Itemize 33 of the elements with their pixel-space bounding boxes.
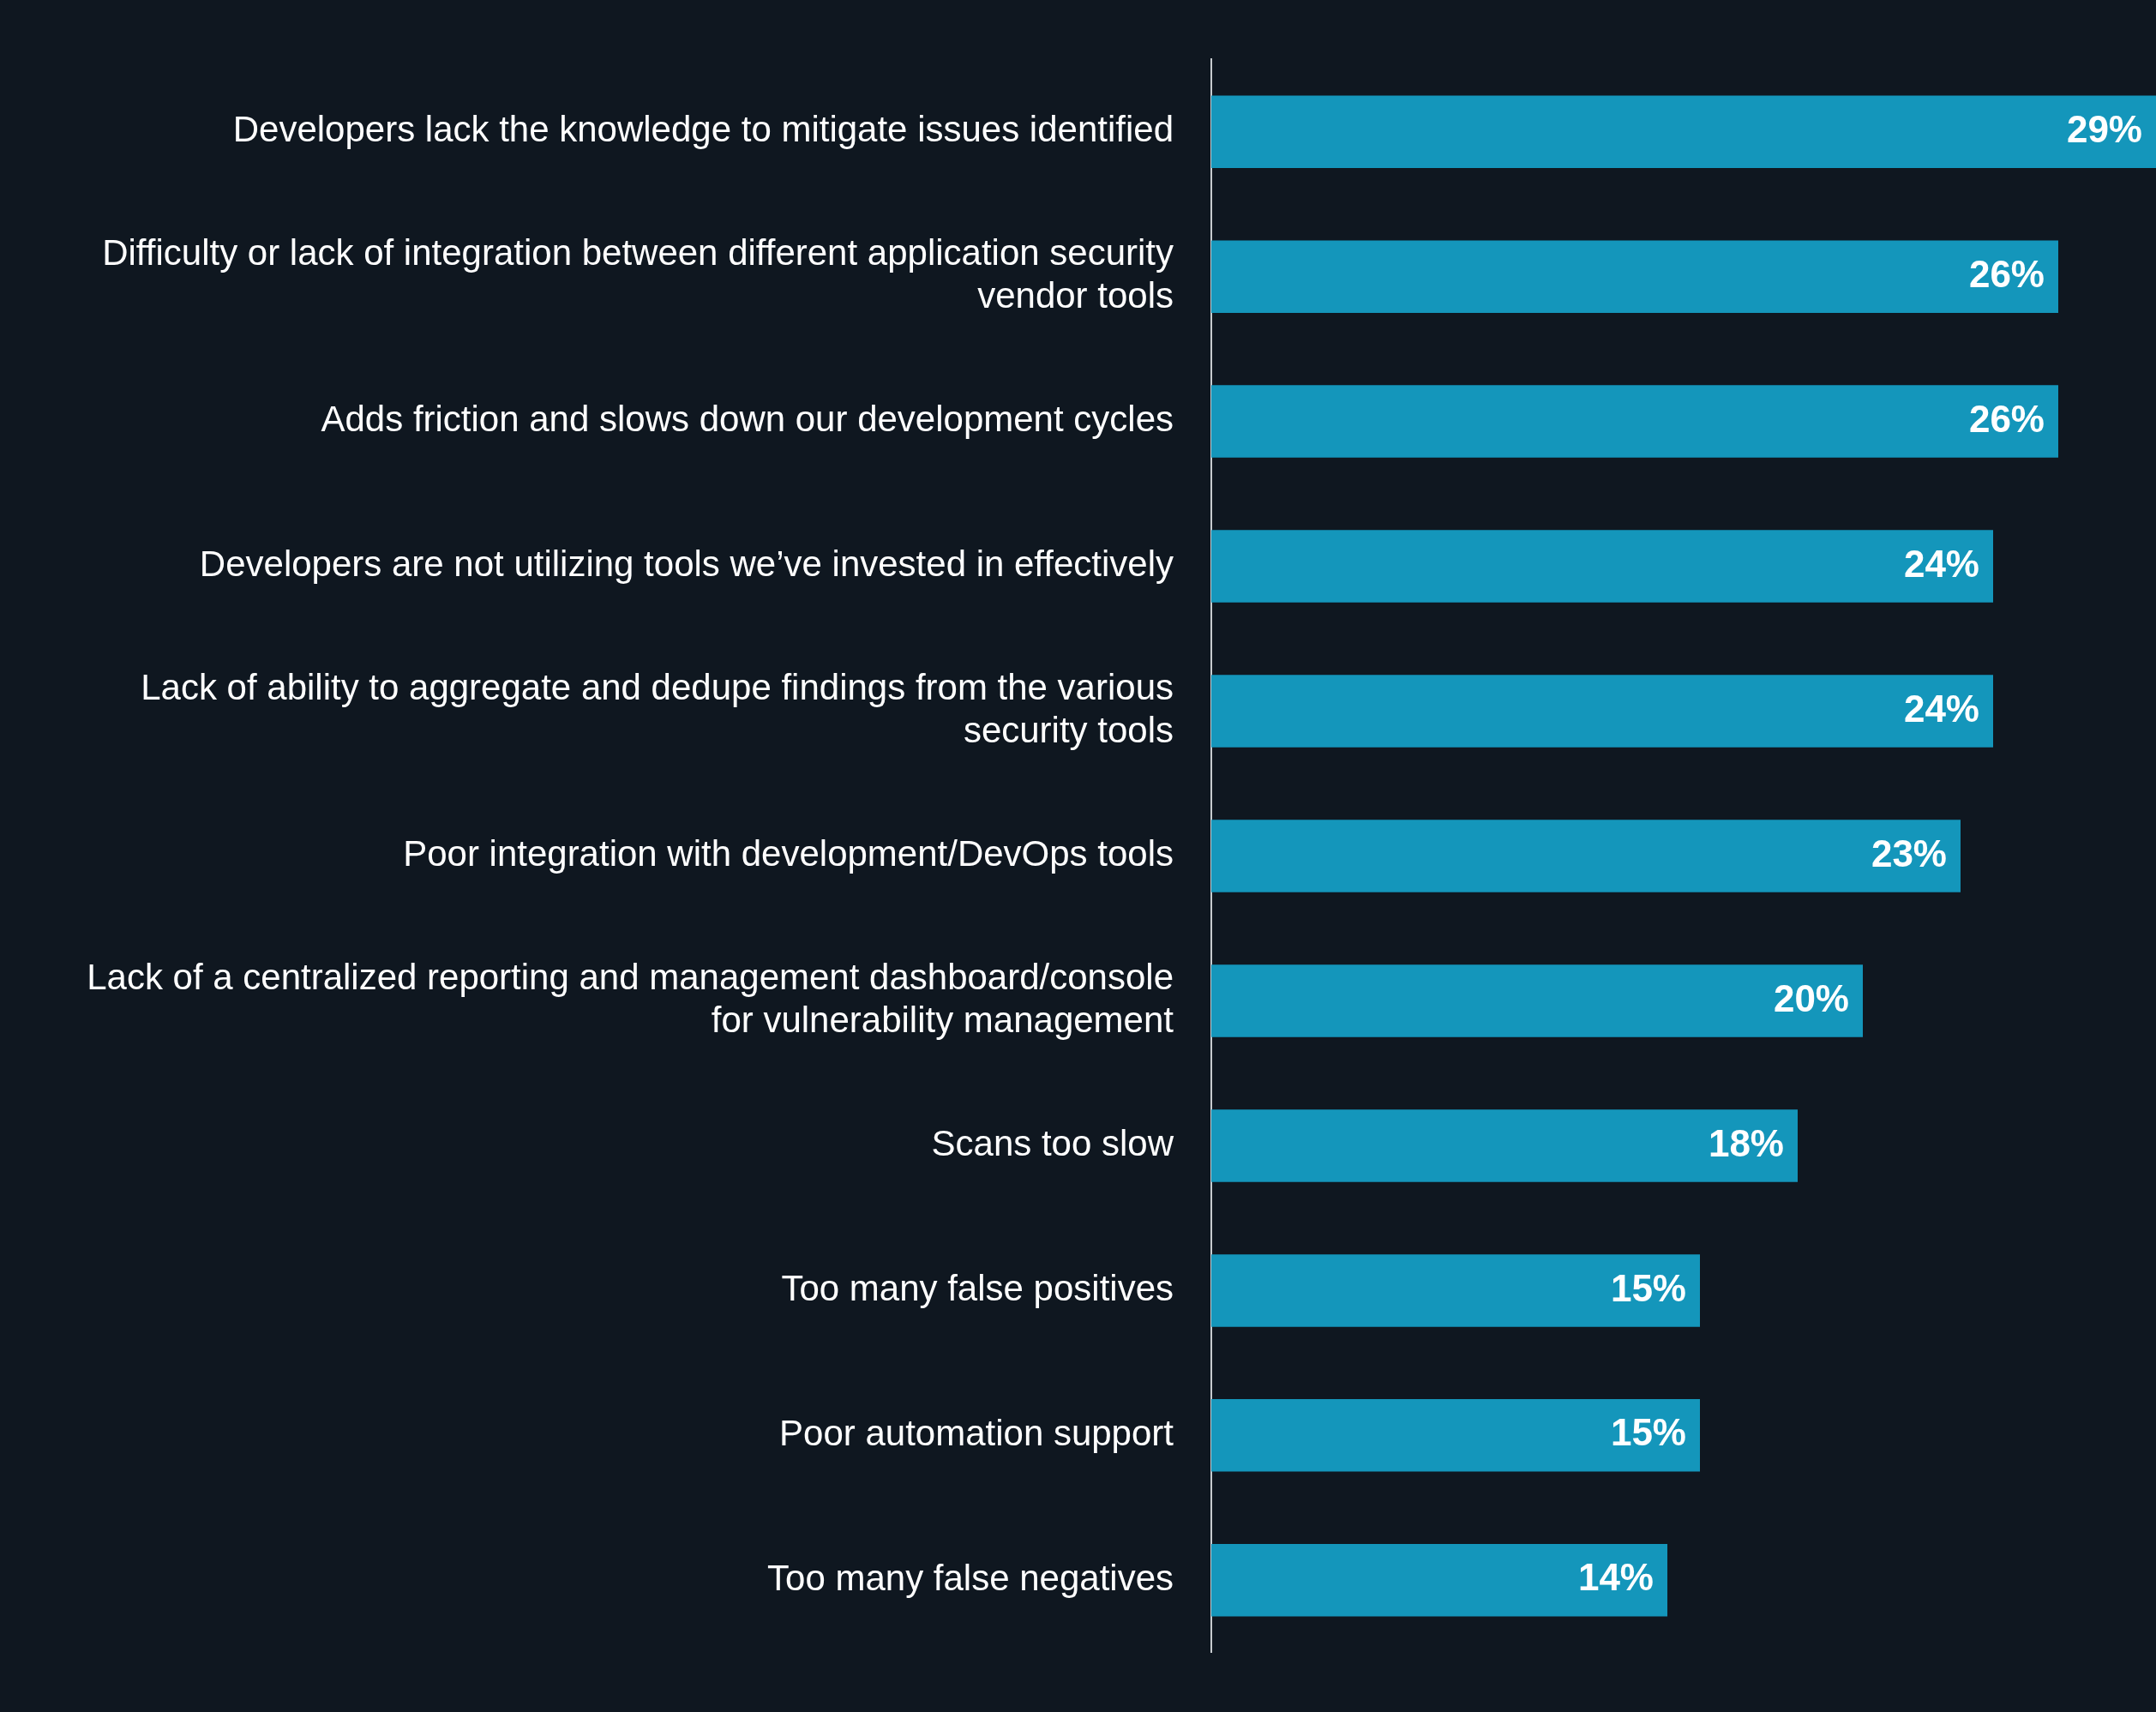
bar xyxy=(1211,1254,1700,1327)
y-tick-label: Poor automation support xyxy=(779,1412,1174,1453)
bar xyxy=(1211,530,1993,603)
y-tick-label: Poor integration with development/DevOps tools xyxy=(403,833,1174,874)
data-label: 29% xyxy=(2066,107,2142,150)
data-label: 15% xyxy=(1610,1266,1686,1309)
bar xyxy=(1211,675,1993,748)
bar xyxy=(1211,1544,1667,1617)
y-tick-label: Lack of ability to aggregate and dedupe findings from the various security tools xyxy=(141,666,1174,751)
data-label: 24% xyxy=(1903,542,1979,585)
data-label: 26% xyxy=(1968,397,2045,440)
data-label: 24% xyxy=(1903,687,1979,730)
data-label: 20% xyxy=(1773,976,1849,1019)
bar xyxy=(1211,95,2156,168)
y-tick-label: Developers are not utilizing tools we’ve invested in effectively xyxy=(199,544,1174,585)
data-label: 18% xyxy=(1708,1121,1784,1164)
y-tick-label: Lack of a centralized reporting and management dashboard/console for vulnerability management xyxy=(87,956,1174,1041)
y-tick-label: Adds friction and slows down our development cycles xyxy=(321,399,1174,440)
data-label: 14% xyxy=(1577,1556,1654,1599)
y-tick-label: Too many false positives xyxy=(781,1267,1174,1308)
y-tick-label: Scans too slow xyxy=(931,1123,1174,1164)
bar xyxy=(1211,820,1961,892)
bar xyxy=(1211,964,1863,1037)
bar xyxy=(1211,1399,1700,1472)
data-label: 23% xyxy=(1871,832,1947,874)
bar xyxy=(1211,240,2058,313)
data-label: 26% xyxy=(1968,252,2045,295)
y-tick-label: Difficulty or lack of integration between different application security vendor tools xyxy=(102,232,1174,316)
bar xyxy=(1211,385,2058,458)
data-label: 15% xyxy=(1610,1411,1686,1454)
y-tick-label: Too many false negatives xyxy=(767,1557,1174,1598)
y-tick-label: Developers lack the knowledge to mitigate issues identified xyxy=(232,109,1174,150)
bar xyxy=(1211,1109,1798,1182)
